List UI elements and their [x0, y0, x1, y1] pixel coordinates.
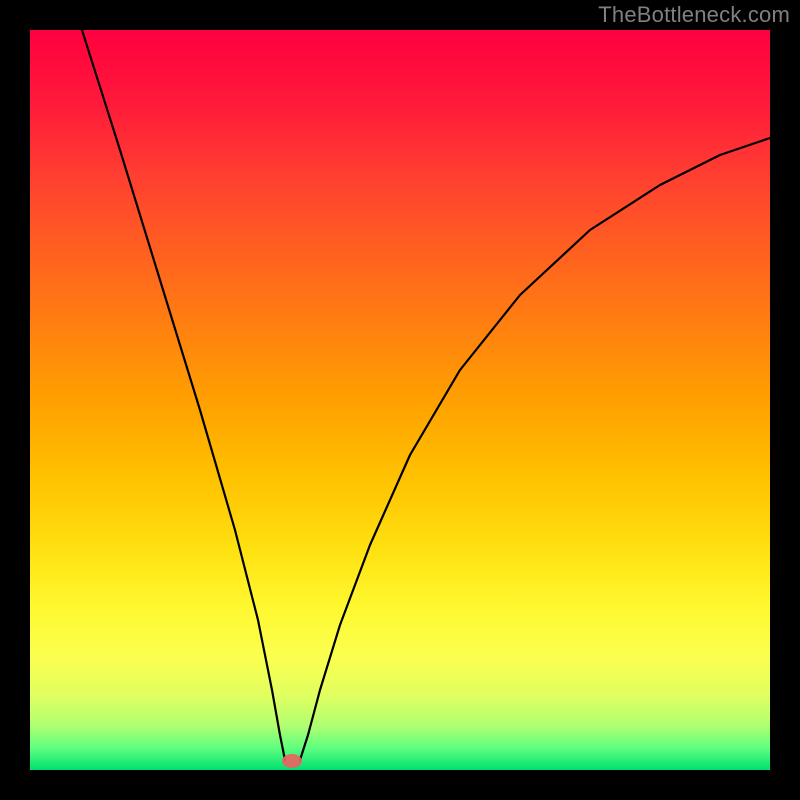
minimum-marker: [282, 754, 302, 768]
chart-container: { "meta": { "watermark": "TheBottleneck.…: [0, 0, 800, 800]
gradient-background: [30, 30, 770, 770]
bottleneck-chart: [0, 0, 800, 800]
plot-area: [30, 30, 770, 770]
watermark-text: TheBottleneck.com: [598, 2, 790, 28]
